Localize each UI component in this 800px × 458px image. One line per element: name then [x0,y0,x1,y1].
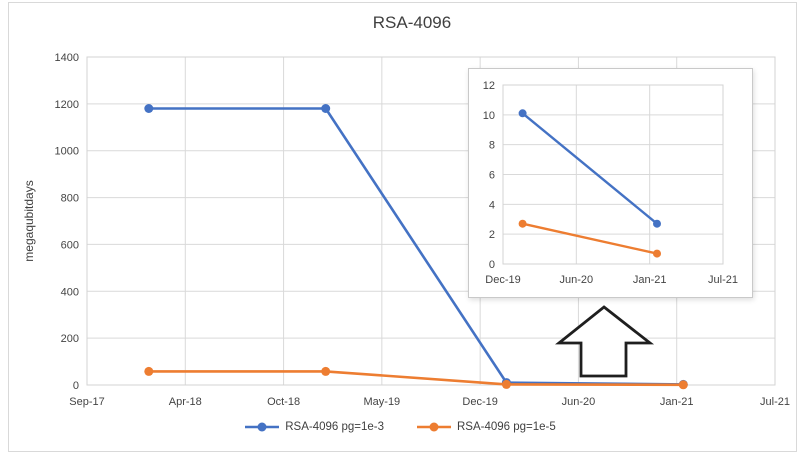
y-tick-label: 10 [483,110,495,122]
data-point-marker [321,366,331,376]
zoom-callout-arrow [550,300,660,387]
inset-chart-plot: 0 2 4 6 8 10 12 Dec-19 Jun-20 Jan-21 Jul-21 [483,80,738,286]
x-tick-label: Jul-21 [760,396,790,408]
legend-marker-dot [257,422,267,432]
chart-title: RSA-4096 [372,13,452,32]
y-tick-label: 1000 [55,146,79,158]
series-line [522,222,658,255]
x-tick-label: Dec-19 [462,396,497,408]
x-tick-label: Jul-21 [708,274,738,286]
block-arrow-up-icon [555,305,655,378]
plot-border [502,84,724,265]
y-tick-label: 0 [489,259,495,271]
y-tick-label: 0 [73,380,79,392]
y-tick-label: 2 [489,229,495,241]
data-point-marker [518,109,527,118]
y-axis-title: megaqubitdays [22,180,36,261]
x-tick-label: May-19 [364,396,401,408]
y-tick-label: 1200 [55,99,79,111]
y-tick-label: 4 [489,199,495,211]
x-tick-label: Jan-21 [660,396,694,408]
x-tick-label: Oct-18 [267,396,300,408]
data-point-marker [144,366,154,376]
data-point-marker [653,219,661,228]
data-point-marker [678,380,688,390]
legend-label: RSA-4096 pg=1e-5 [457,421,556,433]
legend-label: RSA-4096 pg=1e-3 [285,421,384,433]
y-tick-label: 6 [489,170,495,182]
series-line [148,370,684,387]
y-tick-label: 8 [489,140,495,152]
plot-border [86,56,776,386]
legend-marker-line-dot-icon [245,422,280,432]
legend-marker-line-dot-icon [417,422,451,432]
legend-item-pg-1e-3: RSA-4096 pg=1e-3 [244,421,384,433]
series-line [521,112,658,225]
legend-item-pg-1e-5: RSA-4096 pg=1e-5 [416,421,556,433]
legend-marker-dot [429,422,439,432]
x-tick-label: Jun-20 [560,274,594,286]
y-tick-label: 800 [61,193,79,205]
data-point-marker [653,249,661,258]
data-point-marker [144,104,154,113]
y-tick-label: 400 [61,286,79,298]
y-tick-label: 1400 [55,52,79,64]
x-tick-label: Jan-21 [633,274,667,286]
inset-chart-panel: 0 2 4 6 8 10 12 Dec-19 Jun-20 Jan-21 Jul-21 [468,68,753,298]
data-point-marker [501,379,511,389]
y-tick-label: 600 [61,239,79,251]
x-tick-label: Sep-17 [69,396,104,408]
y-tick-label: 12 [483,80,495,92]
x-tick-label: Apr-18 [169,396,202,408]
x-tick-label: Dec-19 [485,274,520,286]
x-tick-label: Jun-20 [562,396,596,408]
y-tick-label: 200 [61,333,79,345]
data-point-marker [321,104,331,113]
legend: RSA-4096 pg=1e-3 RSA-4096 pg=1e-5 [0,421,800,433]
block-arrow-up-shape [555,305,655,378]
data-point-marker [518,219,527,228]
